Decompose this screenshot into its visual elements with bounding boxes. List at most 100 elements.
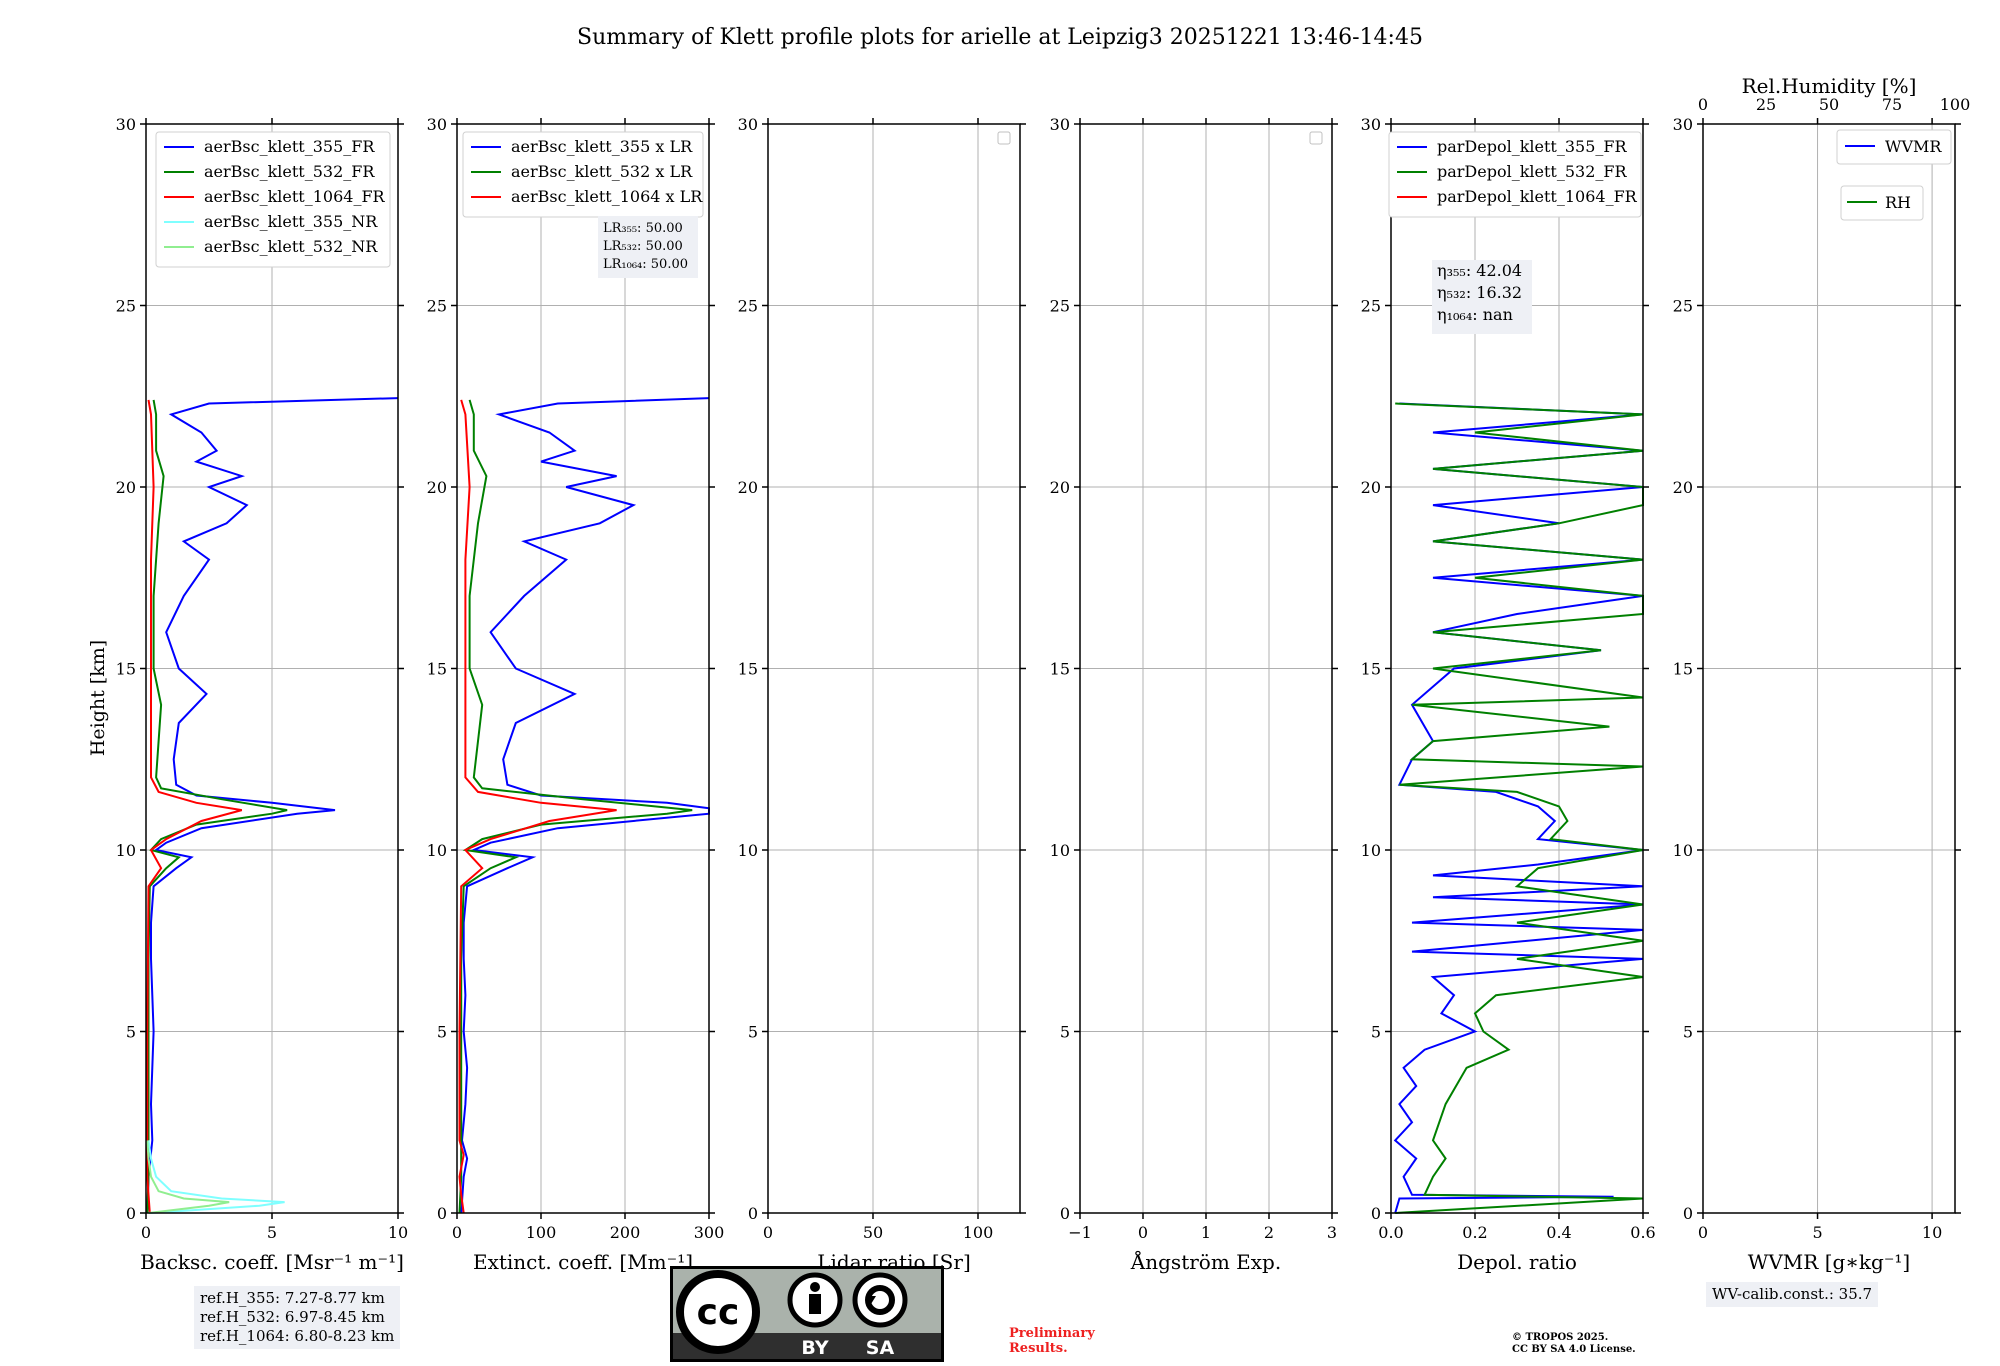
y-tick-label: 25 (738, 297, 758, 316)
panel-depol: 0.0 0.2 0.4 0.6 0 5 10 15 20 25 30 Depol. ratio parD… (1361, 115, 1656, 1274)
x-axis-label: Ångström Exp. (1130, 1249, 1281, 1274)
x-tick-label: 0 (1698, 1223, 1708, 1242)
share-alike-icon (852, 1272, 908, 1328)
y-tick-label: 30 (427, 115, 447, 134)
legend-label: aerBsc_klett_532_FR (204, 162, 375, 181)
y-tick-label: 0 (1060, 1204, 1070, 1223)
top-axis-label: Rel.Humidity [%] (1742, 74, 1917, 98)
top-tick-label: 100 (1940, 95, 1971, 114)
y-tick-label: 0 (1683, 1204, 1693, 1223)
legend-box (462, 131, 704, 218)
annotation-line: LR₅₃₂: 50.00 (603, 239, 683, 254)
x-axis-label: WVMR [g∗kg⁻¹] (1748, 1250, 1910, 1274)
series-aerBsc_klett_1064 x LR (458, 399, 617, 1214)
y-tick-label: 0 (126, 1204, 136, 1223)
y-tick-label: 20 (116, 478, 136, 497)
x-axis-label: Depol. ratio (1457, 1250, 1577, 1274)
x-axis-label: Backsc. coeff. [Msr⁻¹ m⁻¹] (140, 1250, 404, 1274)
wv-calib-constant: WV-calib.const.: 35.7 (1712, 1285, 1873, 1303)
y-tick-label: 30 (738, 115, 758, 134)
x-tick-label: 0.0 (1378, 1223, 1403, 1242)
series-aerBsc_klett_1064_FR (146, 399, 243, 1214)
y-tick-label: 20 (1361, 478, 1381, 497)
y-tick-label: 0 (748, 1204, 758, 1223)
y-tick-label: 10 (1361, 841, 1381, 860)
y-tick-label: 10 (116, 841, 136, 860)
y-tick-label: 15 (738, 660, 758, 679)
reference-height-box: ref.H_355: 7.27-8.77 km ref.H_532: 6.97-… (194, 1286, 401, 1349)
annotation-box: η₃₅₅: 42.04 η₅₃₂: 16.32 η₁₀₆₄: nan (1432, 260, 1532, 334)
top-tick-label: 75 (1882, 95, 1902, 114)
annotation-box: LR₃₅₅: 50.00 LR₅₃₂: 50.00 LR₁₀₆₄: 50.00 (598, 216, 698, 278)
y-tick-label: 20 (738, 478, 758, 497)
y-tick-label: 10 (1050, 841, 1070, 860)
y-tick-label: 30 (1673, 115, 1693, 134)
figure-title: Summary of Klett profile plots for ariel… (577, 25, 1423, 50)
preliminary-results-note: Preliminary Results. (1009, 1326, 1095, 1356)
ref-h-1064: ref.H_1064: 6.80-8.23 km (200, 1327, 395, 1345)
y-tick-label: 5 (1371, 1023, 1381, 1042)
wv-calibration-box: WV-calib.const.: 35.7 (1706, 1282, 1879, 1307)
x-tick-label: 200 (610, 1223, 641, 1242)
y-tick-label: 20 (1673, 478, 1693, 497)
copyright-note: © TROPOS 2025. CC BY SA 4.0 License. (1512, 1332, 1636, 1356)
y-tick-label: 25 (1673, 297, 1693, 316)
x-tick-label: 0 (141, 1223, 151, 1242)
x-tick-label: 0 (452, 1223, 462, 1242)
y-tick-label: 30 (1361, 115, 1381, 134)
y-tick-label: 0 (1371, 1204, 1381, 1223)
top-tick-label: 25 (1756, 95, 1776, 114)
empty-legend (1309, 131, 1323, 145)
annotation-line: LR₃₅₅: 50.00 (603, 221, 683, 236)
y-tick-label: 25 (427, 297, 447, 316)
annotation-line: LR₁₀₆₄: 50.00 (603, 257, 688, 272)
preliminary-line-2: Results. (1009, 1341, 1068, 1356)
legend: aerBsc_klett_355 x LR aerBsc_klett_532 x … (462, 131, 704, 218)
annotation-bg (598, 216, 698, 278)
legend: aerBsc_klett_355_FR aerBsc_klett_532_FRae… (155, 131, 391, 268)
svg-text:cc: cc (697, 1292, 740, 1333)
y-tick-label: 30 (116, 115, 136, 134)
legend-label: aerBsc_klett_532 x LR (511, 162, 693, 181)
y-axis-label: Height [km] (87, 640, 109, 756)
legend-box-rh (1840, 185, 1924, 221)
x-tick-label: 0.2 (1462, 1223, 1487, 1242)
y-tick-label: 20 (1050, 478, 1070, 497)
legend-label: WVMR (1885, 137, 1942, 156)
y-tick-label: 5 (1060, 1023, 1070, 1042)
y-tick-label: 0 (437, 1204, 447, 1223)
panel-extinction: 0 100 200 300 0 5 10 15 20 25 30 Extinct. coeff. [M… (427, 115, 725, 1274)
legend-box (155, 131, 391, 268)
x-tick-label: 10 (388, 1223, 408, 1242)
series-parDepol_klett_532_FR (1395, 402, 1644, 1214)
legend-box (1388, 131, 1642, 218)
svg-text:BY: BY (801, 1337, 828, 1359)
legend-label: aerBsc_klett_355_FR (204, 137, 375, 156)
legend-label: aerBsc_klett_1064_FR (204, 187, 386, 206)
series-aerBsc_klett_355_NR (147, 1140, 285, 1214)
x-tick-label: 10 (1922, 1223, 1942, 1242)
y-tick-label: 25 (116, 297, 136, 316)
y-tick-label: 15 (427, 660, 447, 679)
x-tick-label: 50 (863, 1223, 883, 1242)
y-tick-label: 10 (1673, 841, 1693, 860)
preliminary-line-1: Preliminary (1009, 1326, 1095, 1341)
x-tick-label: 0.6 (1630, 1223, 1655, 1242)
legend-label: parDepol_klett_355_FR (1437, 137, 1628, 156)
y-tick-label: 15 (116, 660, 136, 679)
top-tick-label: 50 (1819, 95, 1839, 114)
y-tick-label: 15 (1050, 660, 1070, 679)
x-tick-label: 5 (267, 1223, 277, 1242)
series-aerBsc_klett_355 x LR (460, 397, 710, 1214)
x-tick-label: 0 (1138, 1223, 1148, 1242)
panel-backscatter: 0 5 10 0 5 10 15 20 25 30 Backsc. coeff. [Msr⁻¹ m⁻… (116, 115, 409, 1274)
x-tick-label: 0.4 (1546, 1223, 1571, 1242)
x-tick-label: 0 (763, 1223, 773, 1242)
ref-h-355: ref.H_355: 7.27-8.77 km (200, 1289, 385, 1307)
x-tick-label: 3 (1327, 1223, 1337, 1242)
x-tick-label: 2 (1264, 1223, 1274, 1242)
